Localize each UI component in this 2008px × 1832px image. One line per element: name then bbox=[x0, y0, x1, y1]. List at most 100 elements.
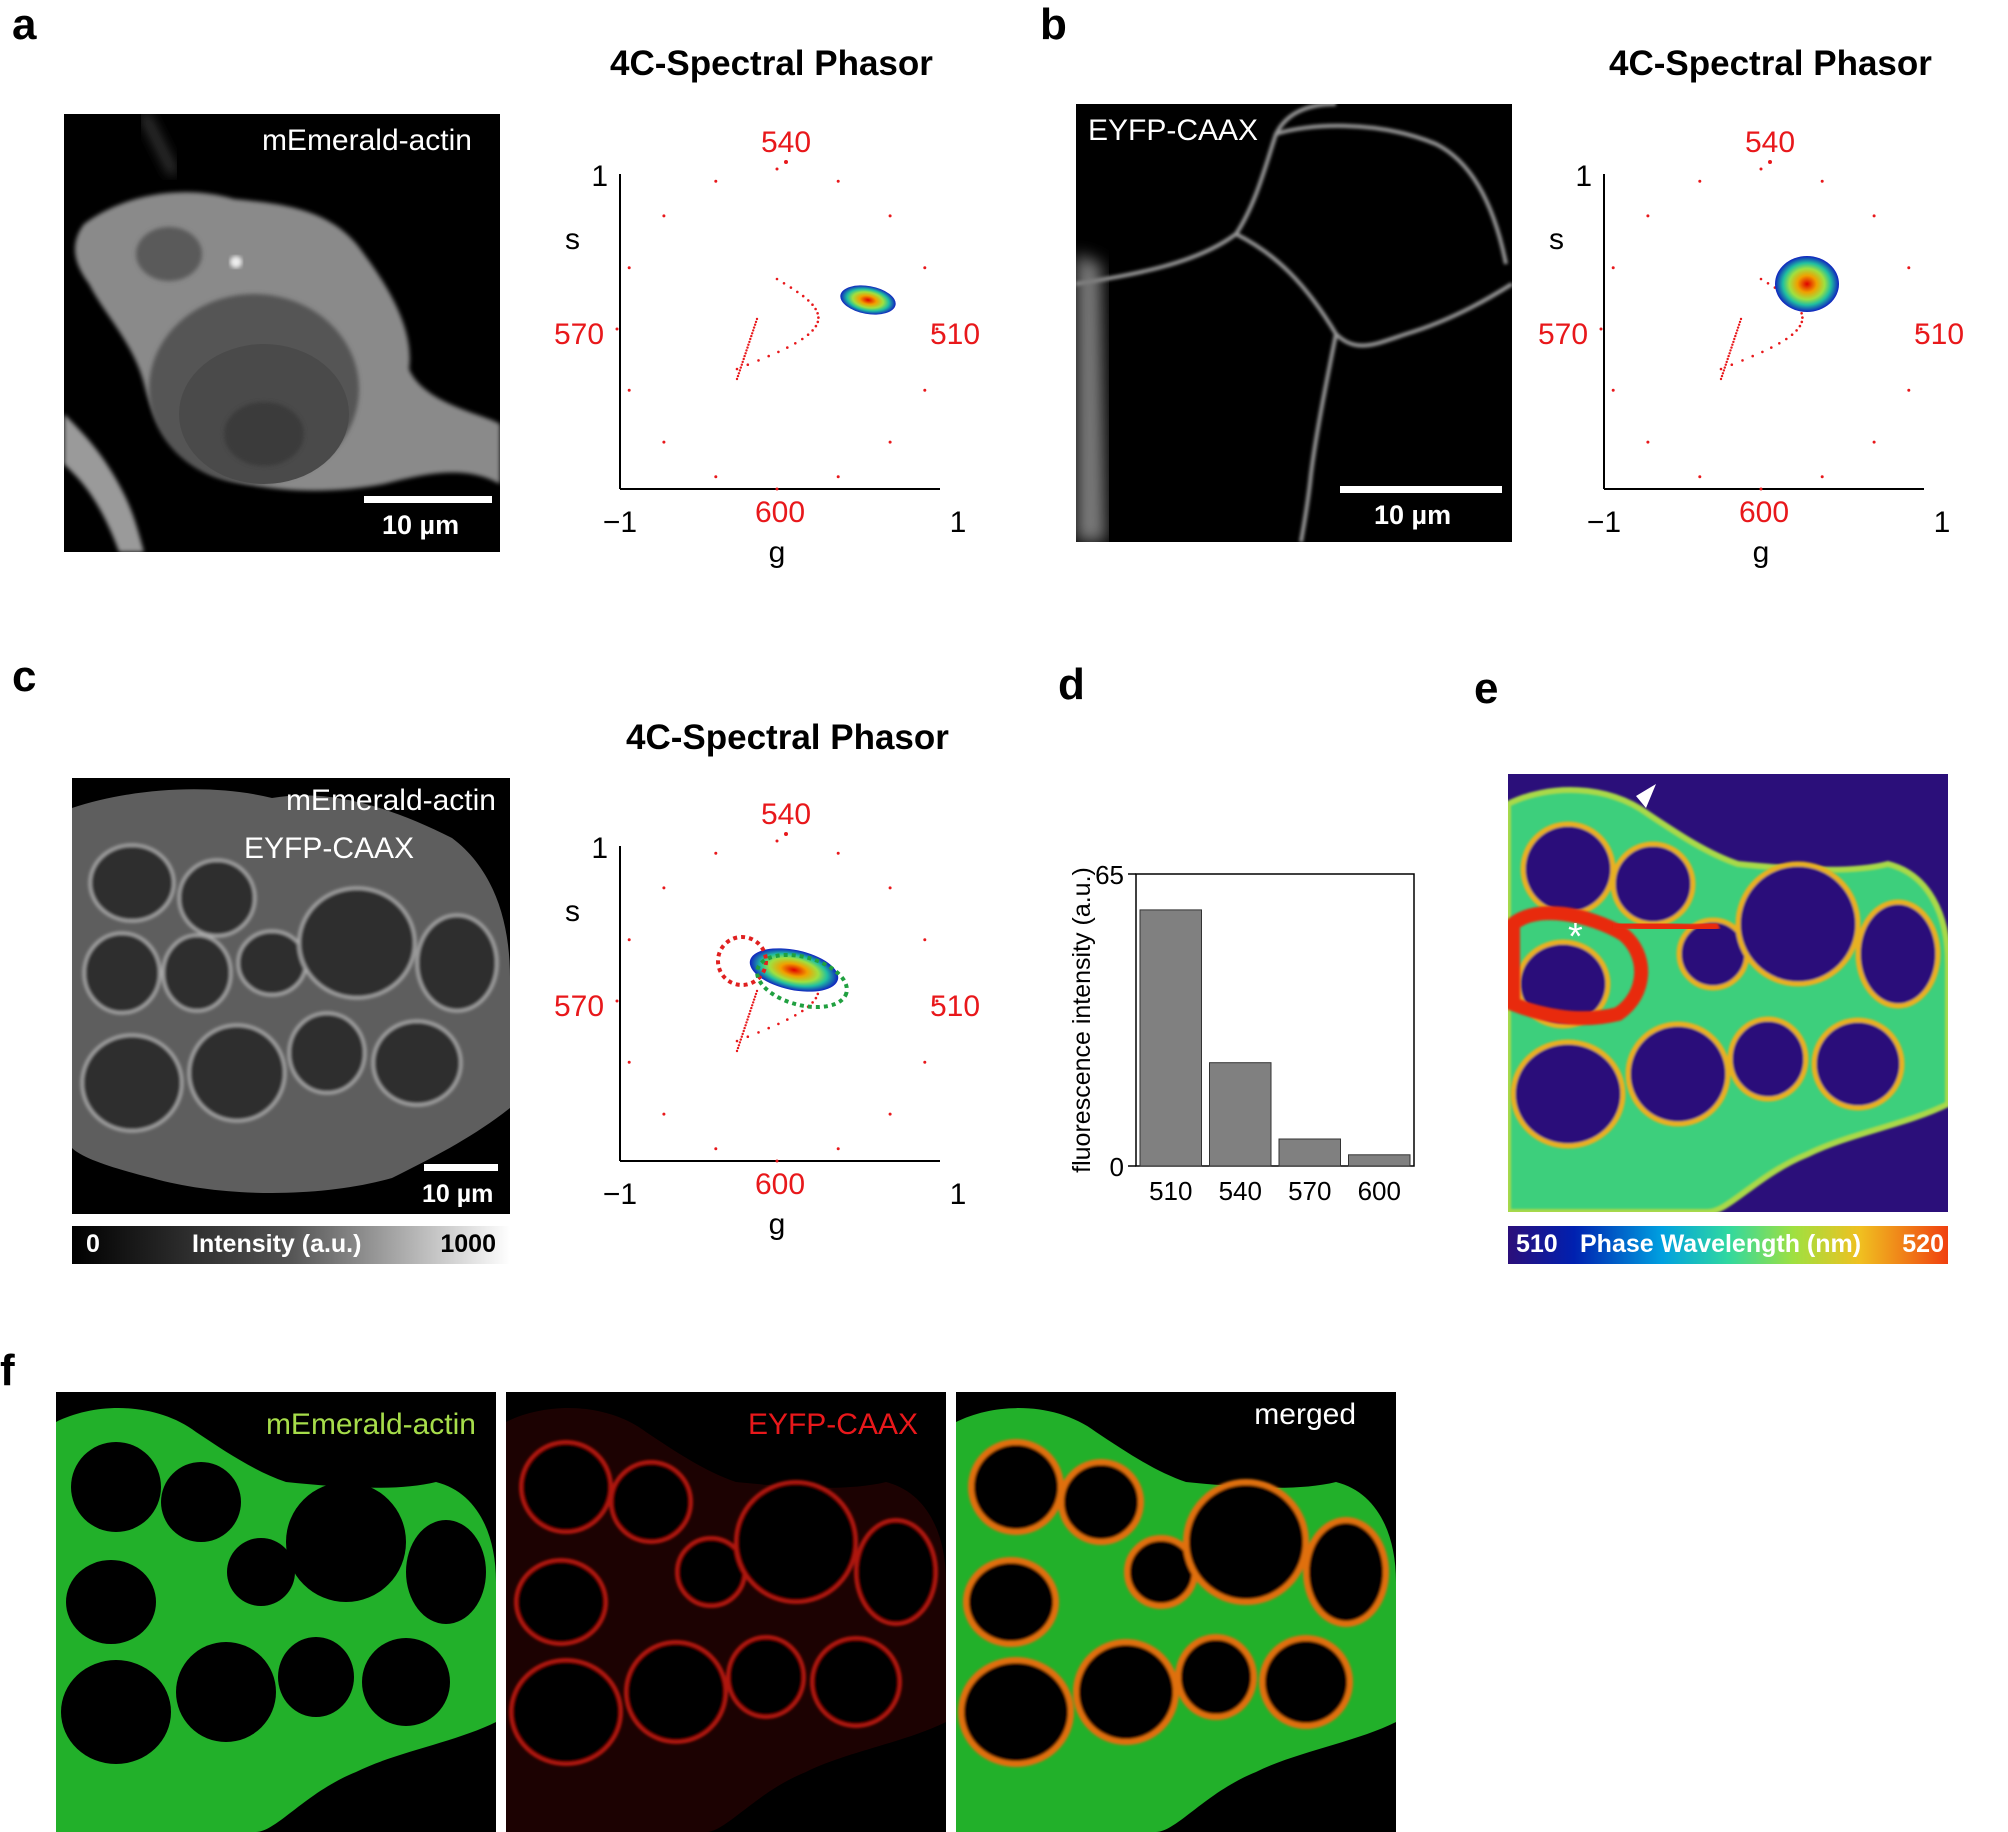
phasor-b-reference-ring bbox=[1599, 167, 1923, 491]
phasor-b-x-label: g bbox=[1753, 536, 1770, 569]
scale-bar-c bbox=[424, 1164, 498, 1171]
phasor-c-reference-ring bbox=[615, 839, 939, 1163]
arrowhead-marker bbox=[1636, 784, 1656, 808]
phase-map-e: * bbox=[1508, 774, 1948, 1212]
micrograph-c-label-2: EYFP-CAAX bbox=[244, 832, 415, 865]
phasor-b-wl-left: 570 bbox=[1538, 318, 1588, 351]
micrograph-f-green: mEmerald-actin bbox=[56, 1392, 496, 1832]
bar-chart-d: 65 0 fluorescence intensity (a.u.) 510 540 57… bbox=[1068, 860, 1415, 1206]
phasor-a-x-max: 1 bbox=[950, 506, 967, 539]
phase-colorbar-min: 510 bbox=[1516, 1230, 1558, 1258]
phase-map-e-image bbox=[1508, 784, 1948, 1212]
micrograph-c: mEmerald-actin EYFP-CAAX 10 µm bbox=[72, 778, 510, 1214]
micrograph-f-merged-label: merged bbox=[1254, 1398, 1356, 1431]
y-tick-label-max: 65 bbox=[1095, 860, 1124, 890]
phasor-c-wl-left: 570 bbox=[554, 990, 604, 1023]
phasor-a-x-min: −1 bbox=[603, 506, 637, 539]
phase-colorbar: 510 Phase Wavelength (nm) 520 bbox=[1508, 1226, 1948, 1264]
micrograph-a: mEmerald-actin 10 µm bbox=[64, 114, 500, 552]
phasor-a-top-marker bbox=[784, 160, 788, 164]
phasor-b-y-max: 1 bbox=[1575, 160, 1592, 193]
micrograph-f-green-image bbox=[56, 1408, 496, 1832]
phasor-c-roi-green bbox=[755, 952, 849, 1010]
panel-letter-a: a bbox=[12, 0, 37, 49]
scale-bar-b-text: 10 µm bbox=[1374, 500, 1452, 530]
phasor-a-y-label: s bbox=[565, 223, 580, 256]
phasor-c-wl-right: 510 bbox=[930, 990, 980, 1023]
micrograph-f-red-image bbox=[506, 1408, 946, 1832]
scale-bar-b bbox=[1340, 486, 1502, 493]
phasor-c-top-marker bbox=[784, 832, 788, 836]
micrograph-b-image bbox=[1076, 104, 1512, 542]
bar-chart-frame bbox=[1135, 873, 1415, 1167]
panel-letter-e: e bbox=[1474, 664, 1499, 713]
phasor-c-x-min: −1 bbox=[603, 1178, 637, 1211]
bar-510 bbox=[1139, 909, 1202, 1167]
asterisk-marker: * bbox=[1568, 916, 1583, 958]
micrograph-a-label: mEmerald-actin bbox=[261, 124, 472, 157]
intensity-colorbar-min: 0 bbox=[86, 1230, 100, 1258]
phasor-c-wl-bottom: 600 bbox=[755, 1168, 805, 1201]
phasor-b-wl-right: 510 bbox=[1914, 318, 1964, 351]
phasor-b-y-label: s bbox=[1549, 223, 1564, 256]
intensity-colorbar-max: 1000 bbox=[440, 1230, 496, 1258]
phase-colorbar-max: 520 bbox=[1902, 1230, 1944, 1258]
micrograph-f-red: EYFP-CAAX bbox=[506, 1392, 946, 1832]
micrograph-f-merged-image bbox=[956, 1408, 1396, 1832]
phasor-a-wl-right: 510 bbox=[930, 318, 980, 351]
micrograph-c-image bbox=[72, 789, 510, 1193]
bar-600 bbox=[1348, 1154, 1411, 1167]
phasor-c-y-max: 1 bbox=[591, 832, 608, 865]
x-tick-label-510: 510 bbox=[1149, 1176, 1192, 1206]
phasor-a-wl-left: 570 bbox=[554, 318, 604, 351]
phase-colorbar-label: Phase Wavelength (nm) bbox=[1580, 1230, 1862, 1258]
phasor-title-a: 4C-Spectral Phasor bbox=[610, 44, 933, 83]
micrograph-f-green-label: mEmerald-actin bbox=[265, 1408, 476, 1441]
phasor-c-y-label: s bbox=[565, 895, 580, 928]
panel-letter-d: d bbox=[1058, 660, 1085, 709]
intensity-colorbar: 0 Intensity (a.u.) 1000 bbox=[72, 1226, 510, 1264]
scale-bar-a bbox=[364, 496, 492, 503]
phasor-b-wl-top: 540 bbox=[1745, 126, 1795, 159]
phasor-a-spectral-trajectory bbox=[735, 277, 820, 381]
x-tick-label-570: 570 bbox=[1288, 1176, 1331, 1206]
phasor-a-wl-top: 540 bbox=[761, 126, 811, 159]
x-tick-label-540: 540 bbox=[1219, 1176, 1262, 1206]
phasor-c-roi-red bbox=[716, 935, 768, 987]
phasor-title-c: 4C-Spectral Phasor bbox=[626, 718, 949, 757]
phasor-b-wl-bottom: 600 bbox=[1739, 496, 1789, 529]
phasor-a-phasor-cloud bbox=[840, 285, 896, 315]
phasor-a-wl-bottom: 600 bbox=[755, 496, 805, 529]
phasor-a-x-label: g bbox=[769, 536, 786, 569]
phasor-c-phasor-cloud bbox=[749, 948, 839, 992]
micrograph-b: EYFP-CAAX 10 µm bbox=[1076, 104, 1512, 542]
phasor-b-x-min: −1 bbox=[1587, 506, 1621, 539]
y-axis-label: fluorescence intensity (a.u.) bbox=[1068, 867, 1096, 1173]
phasor-b-phasor-cloud bbox=[1775, 256, 1839, 312]
y-tick-label-min: 0 bbox=[1110, 1152, 1124, 1182]
phasor-b-top-marker bbox=[1768, 160, 1772, 164]
phasor-a-reference-ring bbox=[615, 167, 939, 491]
intensity-colorbar-label: Intensity (a.u.) bbox=[192, 1230, 362, 1258]
phasor-b-x-max: 1 bbox=[1934, 506, 1951, 539]
micrograph-a-image bbox=[64, 114, 500, 552]
scale-bar-a-text: 10 µm bbox=[382, 510, 460, 540]
bar-540 bbox=[1209, 1062, 1272, 1167]
panel-letter-f: f bbox=[0, 1346, 15, 1395]
phasor-c-wl-top: 540 bbox=[761, 798, 811, 831]
micrograph-f-merged: merged bbox=[956, 1392, 1396, 1832]
bar-570 bbox=[1278, 1138, 1341, 1167]
scale-bar-c-text: 10 µm bbox=[422, 1180, 494, 1208]
phasor-a-y-max: 1 bbox=[591, 160, 608, 193]
x-tick-label-600: 600 bbox=[1358, 1176, 1401, 1206]
micrograph-c-label-1: mEmerald-actin bbox=[285, 784, 496, 817]
panel-letter-c: c bbox=[12, 652, 37, 701]
panel-letter-b: b bbox=[1040, 0, 1067, 49]
phasor-c-x-label: g bbox=[769, 1208, 786, 1241]
micrograph-f-red-label: EYFP-CAAX bbox=[747, 1408, 918, 1441]
phasor-c-x-max: 1 bbox=[950, 1178, 967, 1211]
phasor-title-b: 4C-Spectral Phasor bbox=[1609, 44, 1932, 83]
